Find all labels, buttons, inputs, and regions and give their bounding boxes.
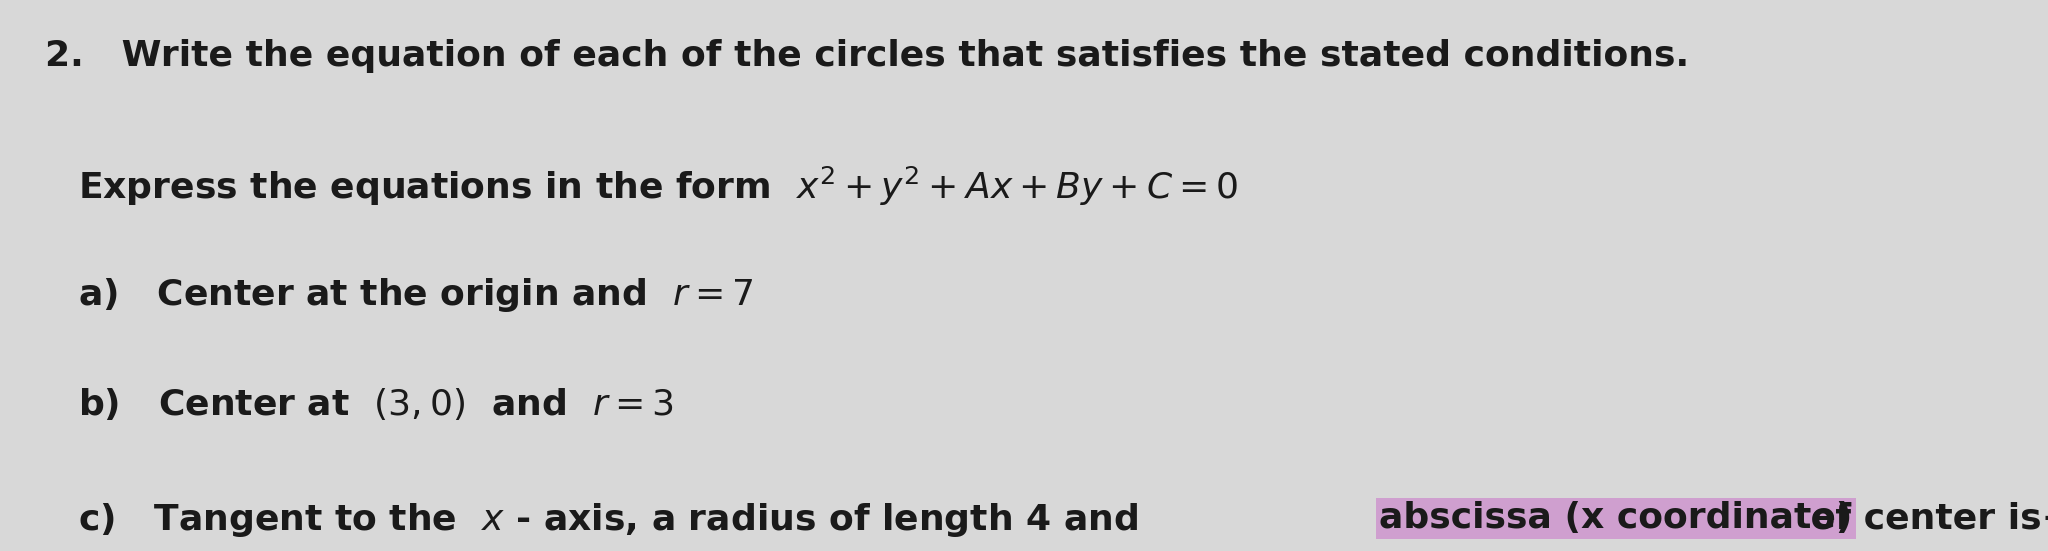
Text: a)   Center at the origin and  $r = 7$: a) Center at the origin and $r = 7$ [78, 276, 754, 314]
Text: 2.   Write the equation of each of the circles that satisfies the stated conditi: 2. Write the equation of each of the cir… [45, 39, 1690, 73]
Text: abscissa (x coordinate): abscissa (x coordinate) [1378, 501, 1853, 536]
Text: c)   Tangent to the  $x$ - axis, a radius of length 4 and: c) Tangent to the $x$ - axis, a radius o… [78, 501, 1141, 539]
Text: b)   Center at  $(3,0)$  and  $r = 3$: b) Center at $(3,0)$ and $r = 3$ [78, 386, 674, 422]
Text: Express the equations in the form  $x^2 + y^2 + Ax + By + C = 0$: Express the equations in the form $x^2 +… [78, 165, 1239, 208]
Text: of center is−3: of center is−3 [1798, 501, 2048, 536]
